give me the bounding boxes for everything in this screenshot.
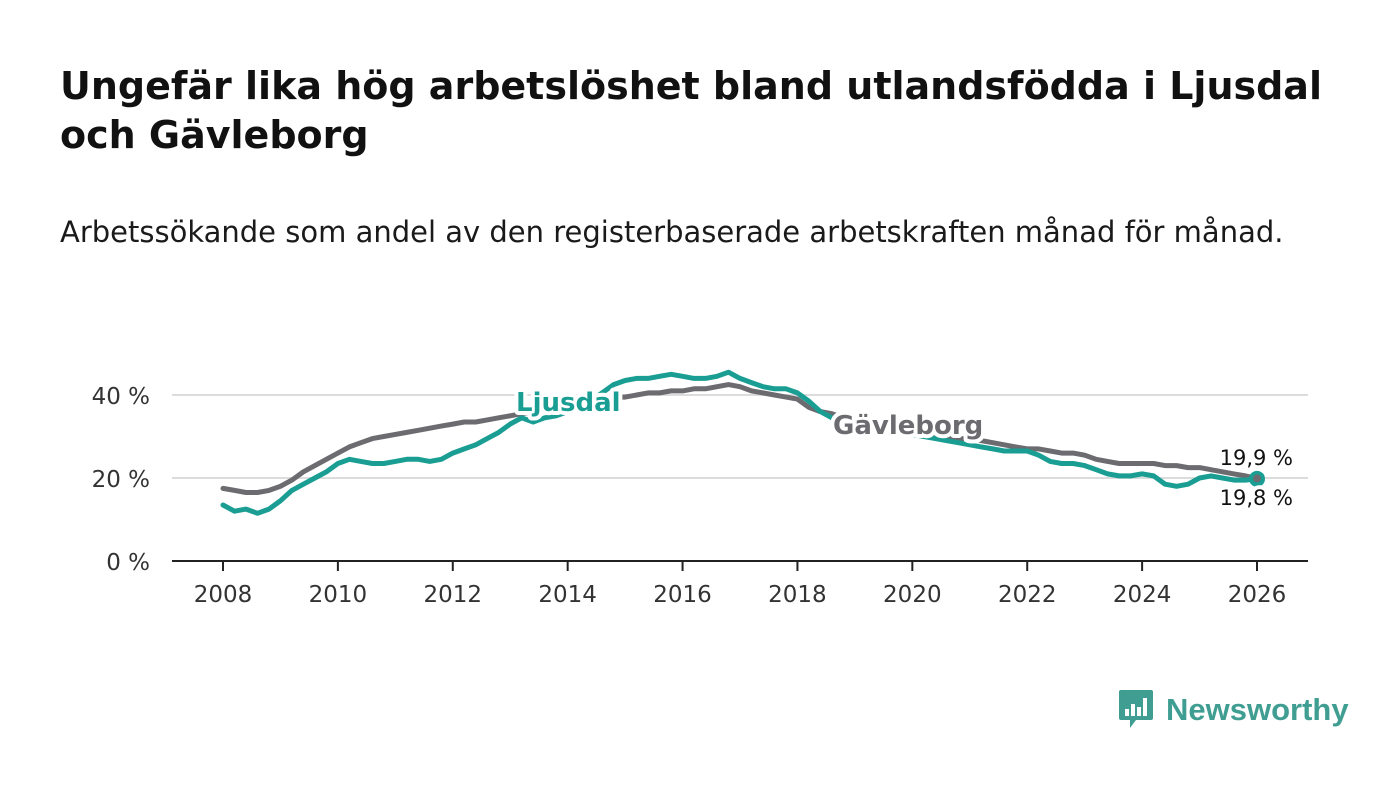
x-tick-label: 2010: [309, 582, 368, 608]
x-tick-label: 2018: [768, 582, 827, 608]
bar-chart-speech-bubble-icon: [1119, 690, 1153, 728]
series-line-gavleborg: [220, 382, 1260, 495]
x-tick-label: 2014: [538, 582, 597, 608]
y-tick-label: 20 %: [92, 467, 150, 493]
x-tick-label: 2012: [424, 582, 483, 608]
chart-subtitle: Arbetssökande som andel av den registerb…: [60, 215, 1284, 249]
series-label-ljusdal: Ljusdal: [516, 388, 621, 418]
x-tick-label: 2024: [1113, 582, 1172, 608]
chart-title: Ungefär lika hög arbetslöshet bland utla…: [60, 64, 1322, 157]
brand-name: Newsworthy: [1166, 692, 1349, 727]
y-tick-label: 40 %: [92, 384, 150, 410]
x-tick-label: 2008: [194, 582, 253, 608]
series-end-marker-gavleborg: [1253, 474, 1261, 483]
x-tick-label: 2020: [883, 582, 942, 608]
newsworthy-brand[interactable]: Newsworthy: [1118, 688, 1349, 732]
y-tick-label: 0 %: [106, 550, 150, 576]
x-tick-label: 2016: [653, 582, 712, 608]
series-label-gavleborg: Gävleborg: [833, 411, 983, 441]
line-chart: 0 % 20 % 40 % 2008 2010 2012 2014 2016 2018 2020 2…: [92, 369, 1308, 608]
series-line-ljusdal: [220, 369, 1260, 516]
end-value-label-ljusdal: 19,8 %: [1220, 486, 1293, 510]
x-tick-label: 2026: [1228, 582, 1287, 608]
x-tick-label: 2022: [998, 582, 1057, 608]
end-value-label-gavleborg: 19,9 %: [1220, 446, 1293, 470]
